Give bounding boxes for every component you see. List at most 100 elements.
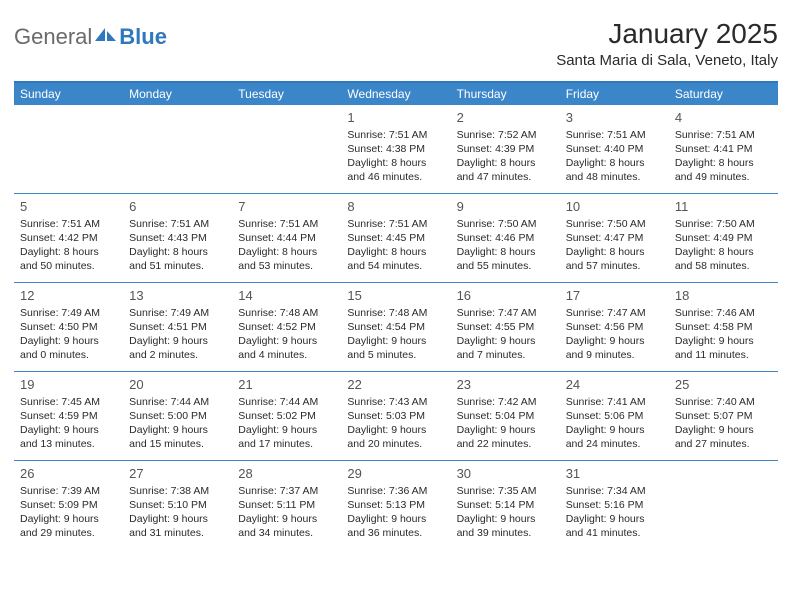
daylight-line-1: Daylight: 8 hours xyxy=(675,245,772,259)
daylight-line-1: Daylight: 8 hours xyxy=(566,156,663,170)
calendar-week-row: 19Sunrise: 7:45 AMSunset: 4:59 PMDayligh… xyxy=(14,371,778,460)
daylight-line-1: Daylight: 9 hours xyxy=(566,512,663,526)
daylight-line-2: and 15 minutes. xyxy=(129,437,226,451)
sunrise-line: Sunrise: 7:51 AM xyxy=(20,217,117,231)
calendar-cell: 14Sunrise: 7:48 AMSunset: 4:52 PMDayligh… xyxy=(232,283,341,371)
daylight-line-2: and 9 minutes. xyxy=(566,348,663,362)
sunset-line: Sunset: 5:03 PM xyxy=(347,409,444,423)
day-number: 10 xyxy=(566,198,663,216)
daylight-line-2: and 20 minutes. xyxy=(347,437,444,451)
sunset-line: Sunset: 4:59 PM xyxy=(20,409,117,423)
sunset-line: Sunset: 4:43 PM xyxy=(129,231,226,245)
calendar-cell: 19Sunrise: 7:45 AMSunset: 4:59 PMDayligh… xyxy=(14,372,123,460)
daylight-line-2: and 50 minutes. xyxy=(20,259,117,273)
day-number: 7 xyxy=(238,198,335,216)
sunrise-line: Sunrise: 7:35 AM xyxy=(457,484,554,498)
day-number: 4 xyxy=(675,109,772,127)
sunset-line: Sunset: 4:52 PM xyxy=(238,320,335,334)
calendar-cell: 29Sunrise: 7:36 AMSunset: 5:13 PMDayligh… xyxy=(341,461,450,549)
calendar-cell: 28Sunrise: 7:37 AMSunset: 5:11 PMDayligh… xyxy=(232,461,341,549)
daylight-line-1: Daylight: 8 hours xyxy=(675,156,772,170)
day-number: 27 xyxy=(129,465,226,483)
calendar-cell: 31Sunrise: 7:34 AMSunset: 5:16 PMDayligh… xyxy=(560,461,669,549)
daylight-line-1: Daylight: 9 hours xyxy=(238,512,335,526)
sunrise-line: Sunrise: 7:50 AM xyxy=(457,217,554,231)
sunrise-line: Sunrise: 7:51 AM xyxy=(238,217,335,231)
daylight-line-2: and 13 minutes. xyxy=(20,437,117,451)
daylight-line-2: and 58 minutes. xyxy=(675,259,772,273)
sunset-line: Sunset: 4:49 PM xyxy=(675,231,772,245)
sunrise-line: Sunrise: 7:38 AM xyxy=(129,484,226,498)
day-number: 11 xyxy=(675,198,772,216)
sunrise-line: Sunrise: 7:43 AM xyxy=(347,395,444,409)
dow-header: Monday xyxy=(123,83,232,105)
calendar-cell: 17Sunrise: 7:47 AMSunset: 4:56 PMDayligh… xyxy=(560,283,669,371)
daylight-line-1: Daylight: 8 hours xyxy=(238,245,335,259)
sunset-line: Sunset: 4:50 PM xyxy=(20,320,117,334)
sunrise-line: Sunrise: 7:44 AM xyxy=(129,395,226,409)
daylight-line-2: and 46 minutes. xyxy=(347,170,444,184)
month-title: January 2025 xyxy=(556,18,778,50)
daylight-line-2: and 47 minutes. xyxy=(457,170,554,184)
day-number: 8 xyxy=(347,198,444,216)
sunrise-line: Sunrise: 7:49 AM xyxy=(129,306,226,320)
sunrise-line: Sunrise: 7:51 AM xyxy=(129,217,226,231)
title-block: January 2025 Santa Maria di Sala, Veneto… xyxy=(556,18,778,69)
dow-header: Tuesday xyxy=(232,83,341,105)
calendar-cell: 5Sunrise: 7:51 AMSunset: 4:42 PMDaylight… xyxy=(14,194,123,282)
daylight-line-2: and 2 minutes. xyxy=(129,348,226,362)
calendar-cell: 24Sunrise: 7:41 AMSunset: 5:06 PMDayligh… xyxy=(560,372,669,460)
calendar-cell: 13Sunrise: 7:49 AMSunset: 4:51 PMDayligh… xyxy=(123,283,232,371)
page-header: General Blue January 2025 Santa Maria di… xyxy=(14,18,778,69)
sunset-line: Sunset: 5:04 PM xyxy=(457,409,554,423)
day-number: 13 xyxy=(129,287,226,305)
calendar-cell: 10Sunrise: 7:50 AMSunset: 4:47 PMDayligh… xyxy=(560,194,669,282)
calendar-cell-blank xyxy=(669,461,778,549)
sunset-line: Sunset: 5:02 PM xyxy=(238,409,335,423)
calendar-cell: 3Sunrise: 7:51 AMSunset: 4:40 PMDaylight… xyxy=(560,105,669,193)
day-number: 30 xyxy=(457,465,554,483)
brand-sail-icon xyxy=(95,26,117,42)
daylight-line-1: Daylight: 9 hours xyxy=(20,423,117,437)
day-number: 17 xyxy=(566,287,663,305)
daylight-line-2: and 7 minutes. xyxy=(457,348,554,362)
calendar-cell: 11Sunrise: 7:50 AMSunset: 4:49 PMDayligh… xyxy=(669,194,778,282)
daylight-line-1: Daylight: 8 hours xyxy=(566,245,663,259)
day-number: 24 xyxy=(566,376,663,394)
sunset-line: Sunset: 4:46 PM xyxy=(457,231,554,245)
weeks-container: 1Sunrise: 7:51 AMSunset: 4:38 PMDaylight… xyxy=(14,105,778,549)
daylight-line-1: Daylight: 9 hours xyxy=(129,512,226,526)
daylight-line-1: Daylight: 9 hours xyxy=(238,423,335,437)
day-number: 16 xyxy=(457,287,554,305)
sunrise-line: Sunrise: 7:47 AM xyxy=(566,306,663,320)
day-number: 18 xyxy=(675,287,772,305)
sunrise-line: Sunrise: 7:51 AM xyxy=(347,128,444,142)
daylight-line-2: and 48 minutes. xyxy=(566,170,663,184)
calendar-cell-blank xyxy=(232,105,341,193)
daylight-line-1: Daylight: 8 hours xyxy=(457,156,554,170)
dow-header: Sunday xyxy=(14,83,123,105)
sunset-line: Sunset: 4:55 PM xyxy=(457,320,554,334)
day-number: 21 xyxy=(238,376,335,394)
calendar-cell: 7Sunrise: 7:51 AMSunset: 4:44 PMDaylight… xyxy=(232,194,341,282)
day-number: 9 xyxy=(457,198,554,216)
sunrise-line: Sunrise: 7:45 AM xyxy=(20,395,117,409)
sunrise-line: Sunrise: 7:34 AM xyxy=(566,484,663,498)
daylight-line-2: and 57 minutes. xyxy=(566,259,663,273)
day-number: 3 xyxy=(566,109,663,127)
day-number: 1 xyxy=(347,109,444,127)
calendar-cell-blank xyxy=(123,105,232,193)
calendar-cell: 9Sunrise: 7:50 AMSunset: 4:46 PMDaylight… xyxy=(451,194,560,282)
daylight-line-2: and 11 minutes. xyxy=(675,348,772,362)
sunrise-line: Sunrise: 7:50 AM xyxy=(566,217,663,231)
calendar-page: General Blue January 2025 Santa Maria di… xyxy=(0,0,792,567)
sunset-line: Sunset: 4:58 PM xyxy=(675,320,772,334)
day-number: 26 xyxy=(20,465,117,483)
location-subtitle: Santa Maria di Sala, Veneto, Italy xyxy=(556,52,778,69)
daylight-line-1: Daylight: 9 hours xyxy=(675,423,772,437)
calendar-cell: 2Sunrise: 7:52 AMSunset: 4:39 PMDaylight… xyxy=(451,105,560,193)
daylight-line-1: Daylight: 9 hours xyxy=(129,334,226,348)
sunset-line: Sunset: 5:09 PM xyxy=(20,498,117,512)
calendar-cell: 15Sunrise: 7:48 AMSunset: 4:54 PMDayligh… xyxy=(341,283,450,371)
daylight-line-2: and 49 minutes. xyxy=(675,170,772,184)
